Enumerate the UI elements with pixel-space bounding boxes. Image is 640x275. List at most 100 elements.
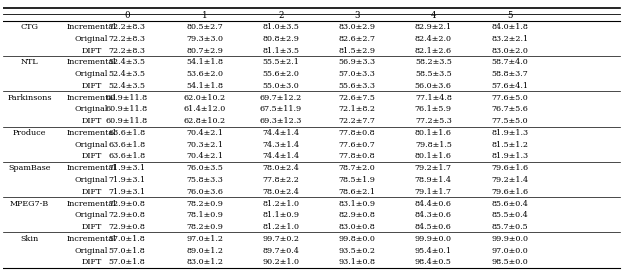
Text: 3: 3 [355,11,360,20]
Text: Original: Original [75,35,108,43]
Text: 77.8±0.8: 77.8±0.8 [339,129,376,137]
Text: 57.0±1.8: 57.0±1.8 [109,258,145,266]
Text: 78.0±2.4: 78.0±2.4 [262,164,300,172]
Text: 77.6±0.7: 77.6±0.7 [339,141,376,149]
Text: 84.0±1.8: 84.0±1.8 [491,23,528,31]
Text: 75.8±3.3: 75.8±3.3 [186,176,223,184]
Text: 53.6±2.0: 53.6±2.0 [186,70,223,78]
Text: 54.1±1.8: 54.1±1.8 [186,59,223,67]
Text: 76.0±3.5: 76.0±3.5 [186,164,223,172]
Text: 89.7±0.4: 89.7±0.4 [262,246,300,255]
Text: 55.6±2.0: 55.6±2.0 [262,70,300,78]
Text: 57.0±3.3: 57.0±3.3 [339,70,376,78]
Text: 60.9±11.8: 60.9±11.8 [106,117,148,125]
Text: 0: 0 [124,11,130,20]
Text: Original: Original [75,246,108,255]
Text: 58.8±3.7: 58.8±3.7 [492,70,528,78]
Text: 80.5±2.7: 80.5±2.7 [186,23,223,31]
Text: 79.2±1.4: 79.2±1.4 [491,176,528,184]
Text: 62.0±10.2: 62.0±10.2 [184,94,225,102]
Text: Incremental: Incremental [67,23,116,31]
Text: 54.1±1.8: 54.1±1.8 [186,82,223,90]
Text: 74.3±1.4: 74.3±1.4 [262,141,300,149]
Text: 89.0±1.2: 89.0±1.2 [186,246,223,255]
Text: 72.9±0.8: 72.9±0.8 [109,223,145,231]
Text: 57.0±1.8: 57.0±1.8 [109,246,145,255]
Text: 97.0±0.0: 97.0±0.0 [492,246,528,255]
Text: 98.4±0.5: 98.4±0.5 [415,258,452,266]
Text: 78.6±2.1: 78.6±2.1 [339,188,376,196]
Text: 72.9±0.8: 72.9±0.8 [109,211,145,219]
Text: 70.4±2.1: 70.4±2.1 [186,129,223,137]
Text: 80.7±2.9: 80.7±2.9 [186,47,223,55]
Text: 78.2±0.9: 78.2±0.9 [186,223,223,231]
Text: 57.6±4.1: 57.6±4.1 [491,82,528,90]
Text: Incremental: Incremental [67,94,116,102]
Text: 83.0±1.2: 83.0±1.2 [186,258,223,266]
Text: Parkinsons: Parkinsons [7,94,52,102]
Text: 72.9±0.8: 72.9±0.8 [109,200,145,208]
Text: 81.9±1.3: 81.9±1.3 [491,129,528,137]
Text: DIFT: DIFT [81,47,102,55]
Text: 84.3±0.6: 84.3±0.6 [415,211,452,219]
Text: 84.5±0.6: 84.5±0.6 [415,223,452,231]
Text: DIFT: DIFT [81,82,102,90]
Text: 77.8±2.2: 77.8±2.2 [262,176,300,184]
Text: Original: Original [75,141,108,149]
Text: 99.9±0.0: 99.9±0.0 [415,235,452,243]
Text: 82.6±2.7: 82.6±2.7 [339,35,376,43]
Text: 72.6±7.5: 72.6±7.5 [339,94,376,102]
Text: 70.4±2.1: 70.4±2.1 [186,153,223,161]
Text: 74.4±1.4: 74.4±1.4 [262,129,300,137]
Text: 57.0±1.8: 57.0±1.8 [109,235,145,243]
Text: CTG: CTG [20,23,38,31]
Text: 81.9±1.3: 81.9±1.3 [491,153,528,161]
Text: 82.4±2.0: 82.4±2.0 [415,35,452,43]
Text: 76.1±5.9: 76.1±5.9 [415,106,452,114]
Text: 2: 2 [278,11,284,20]
Text: DIFT: DIFT [81,188,102,196]
Text: 82.9±0.8: 82.9±0.8 [339,211,376,219]
Text: 77.2±5.3: 77.2±5.3 [415,117,452,125]
Text: 83.1±0.9: 83.1±0.9 [339,200,376,208]
Text: 81.2±1.0: 81.2±1.0 [262,200,300,208]
Text: 69.3±12.3: 69.3±12.3 [260,117,302,125]
Text: 80.1±1.6: 80.1±1.6 [415,129,452,137]
Text: 83.2±2.1: 83.2±2.1 [491,35,528,43]
Text: 95.4±0.1: 95.4±0.1 [415,246,452,255]
Text: 79.8±1.5: 79.8±1.5 [415,141,452,149]
Text: 97.0±1.2: 97.0±1.2 [186,235,223,243]
Text: 67.5±11.9: 67.5±11.9 [260,106,302,114]
Text: 93.5±0.2: 93.5±0.2 [339,246,376,255]
Text: 77.1±4.8: 77.1±4.8 [415,94,452,102]
Text: 5: 5 [507,11,513,20]
Text: 79.3±3.0: 79.3±3.0 [186,35,223,43]
Text: 74.4±1.4: 74.4±1.4 [262,153,300,161]
Text: 79.6±1.6: 79.6±1.6 [491,188,528,196]
Text: MPEG7-B: MPEG7-B [10,200,49,208]
Text: 78.2±0.9: 78.2±0.9 [186,200,223,208]
Text: 98.5±0.0: 98.5±0.0 [492,258,528,266]
Text: 63.6±1.8: 63.6±1.8 [108,153,145,161]
Text: 56.9±3.3: 56.9±3.3 [339,59,376,67]
Text: SpamBase: SpamBase [8,164,51,172]
Text: 78.9±1.4: 78.9±1.4 [415,176,452,184]
Text: 83.0±2.0: 83.0±2.0 [491,47,528,55]
Text: 70.3±2.1: 70.3±2.1 [186,141,223,149]
Text: 56.0±3.6: 56.0±3.6 [415,82,452,90]
Text: 79.6±1.6: 79.6±1.6 [491,164,528,172]
Text: 71.9±3.1: 71.9±3.1 [108,188,145,196]
Text: 83.0±0.8: 83.0±0.8 [339,223,376,231]
Text: Original: Original [75,211,108,219]
Text: DIFT: DIFT [81,223,102,231]
Text: 72.2±7.7: 72.2±7.7 [339,117,376,125]
Text: Incremental: Incremental [67,164,116,172]
Text: DIFT: DIFT [81,117,102,125]
Text: Original: Original [75,106,108,114]
Text: 99.8±0.0: 99.8±0.0 [339,235,376,243]
Text: 77.6±5.0: 77.6±5.0 [492,94,528,102]
Text: 72.2±8.3: 72.2±8.3 [109,47,145,55]
Text: 63.6±1.8: 63.6±1.8 [108,129,145,137]
Text: 55.0±3.0: 55.0±3.0 [262,82,299,90]
Text: 78.5±1.9: 78.5±1.9 [339,176,376,184]
